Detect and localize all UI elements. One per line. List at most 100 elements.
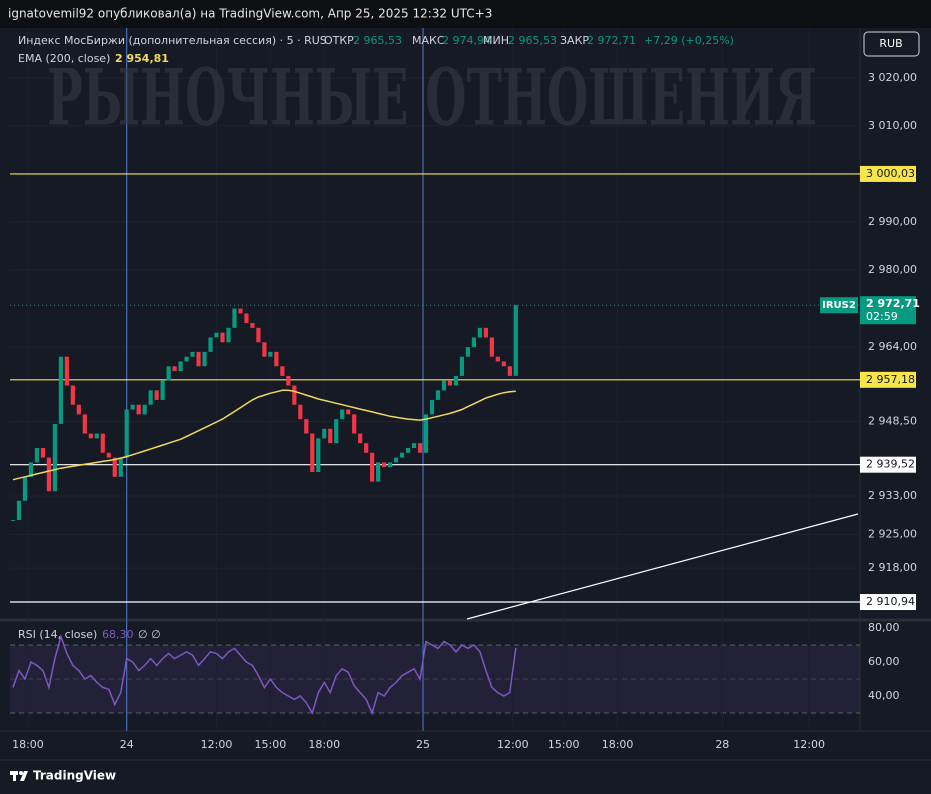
candle (501, 361, 506, 367)
candle (483, 327, 488, 338)
y-tick-label: 2 990,00 (868, 215, 917, 228)
y-tick-label: 2 925,00 (868, 527, 917, 540)
currency-button[interactable] (863, 31, 920, 57)
candle (196, 351, 201, 367)
candle (106, 452, 111, 458)
rsi-legend: RSI (14, close) (18, 628, 97, 641)
candle (40, 447, 46, 458)
candle (405, 447, 411, 453)
legend-value: 2 974,94 (442, 34, 491, 47)
y-tick-label: 2 918,00 (868, 561, 917, 574)
level-tag (860, 371, 916, 388)
watermark: РЫНОЧНЫЕ ОТНОШЕНИЯ (47, 53, 817, 144)
x-tick-label: 12:00 (497, 738, 529, 751)
x-tick-label: 15:00 (548, 738, 580, 751)
level-label: 3 000,03 (866, 167, 915, 180)
candle (10, 520, 16, 522)
series-line (12, 633, 517, 716)
candle (507, 366, 512, 376)
candle (94, 433, 99, 439)
level-tag (860, 594, 916, 611)
candle (82, 414, 87, 434)
candle (172, 366, 177, 372)
candle (184, 356, 189, 362)
header-text: ignatovemil92 опубликовал(а) на TradingV… (8, 7, 492, 21)
candle (118, 457, 123, 477)
candle (58, 356, 63, 424)
candle (310, 433, 315, 472)
candle (435, 390, 441, 400)
x-tick-label: 12:00 (201, 738, 233, 751)
candle (489, 337, 494, 357)
candle (411, 443, 417, 448)
candle (250, 323, 255, 328)
legend-value: 2 965,53 (508, 34, 557, 47)
level-label: 2 939,52 (866, 458, 915, 471)
footer-brand: TradingView (33, 769, 116, 783)
level-label: 2 957,18 (866, 373, 915, 386)
candle (160, 380, 165, 400)
rsi-extra: ∅ ∅ (138, 628, 161, 641)
candle (226, 327, 231, 343)
candle (358, 433, 363, 444)
candle (286, 375, 291, 386)
candle (70, 385, 75, 405)
candle (88, 433, 93, 439)
y-tick-label: 2 933,00 (868, 489, 917, 502)
candle (136, 404, 141, 415)
candle (178, 361, 183, 372)
candle (46, 457, 52, 492)
y-tick-label: 3 020,00 (868, 71, 917, 84)
legend-change: +7,29 (+0,25%) (644, 34, 734, 47)
candle (399, 452, 405, 458)
symbol-tag (820, 297, 858, 314)
candle (298, 404, 303, 420)
candle (274, 351, 279, 367)
candle (208, 337, 213, 352)
candle (52, 423, 57, 492)
x-tick-label: 25 (416, 738, 430, 751)
candle (388, 462, 393, 468)
ema-value: 2 954,81 (115, 52, 169, 65)
candle (376, 462, 381, 482)
x-tick-label: 18:00 (308, 738, 340, 751)
legend-label: ОТКР (324, 34, 354, 47)
currency-label[interactable]: RUB (879, 37, 902, 50)
candle (441, 380, 447, 391)
legend-value: 2 972,71 (587, 34, 636, 47)
candle (28, 462, 34, 477)
candle (328, 428, 333, 444)
candle (370, 452, 375, 482)
legend-label: МАКС (412, 34, 445, 47)
candle (100, 433, 105, 453)
y2-tick-label: 80,00 (868, 621, 900, 634)
last-price-label: 2 972,71 (866, 297, 920, 310)
candle (124, 409, 129, 458)
plot (10, 173, 860, 716)
candle (130, 404, 135, 410)
x-tick-label: 24 (120, 738, 134, 751)
candle (352, 414, 357, 434)
symbol-label: IRUS2 (822, 300, 856, 311)
candle (393, 457, 399, 463)
rsi-band (10, 644, 860, 713)
candle (256, 327, 261, 343)
x-tick-label: 12:00 (793, 738, 825, 751)
x-tick-label: 18:00 (12, 738, 44, 751)
footer-logo (10, 771, 28, 781)
candle (262, 342, 267, 357)
candle (244, 313, 249, 324)
candle (382, 462, 387, 468)
candle (453, 375, 459, 386)
candle (220, 332, 225, 343)
level-tag (860, 456, 916, 473)
candle (16, 500, 22, 521)
candle (166, 366, 171, 381)
x-tick-label: 18:00 (602, 738, 634, 751)
ema-legend: EMA (200, close) (18, 52, 110, 65)
candle (112, 457, 117, 477)
y-tick-label: 3 010,00 (868, 119, 917, 132)
candle (423, 414, 429, 453)
last-price-tag (860, 296, 916, 325)
